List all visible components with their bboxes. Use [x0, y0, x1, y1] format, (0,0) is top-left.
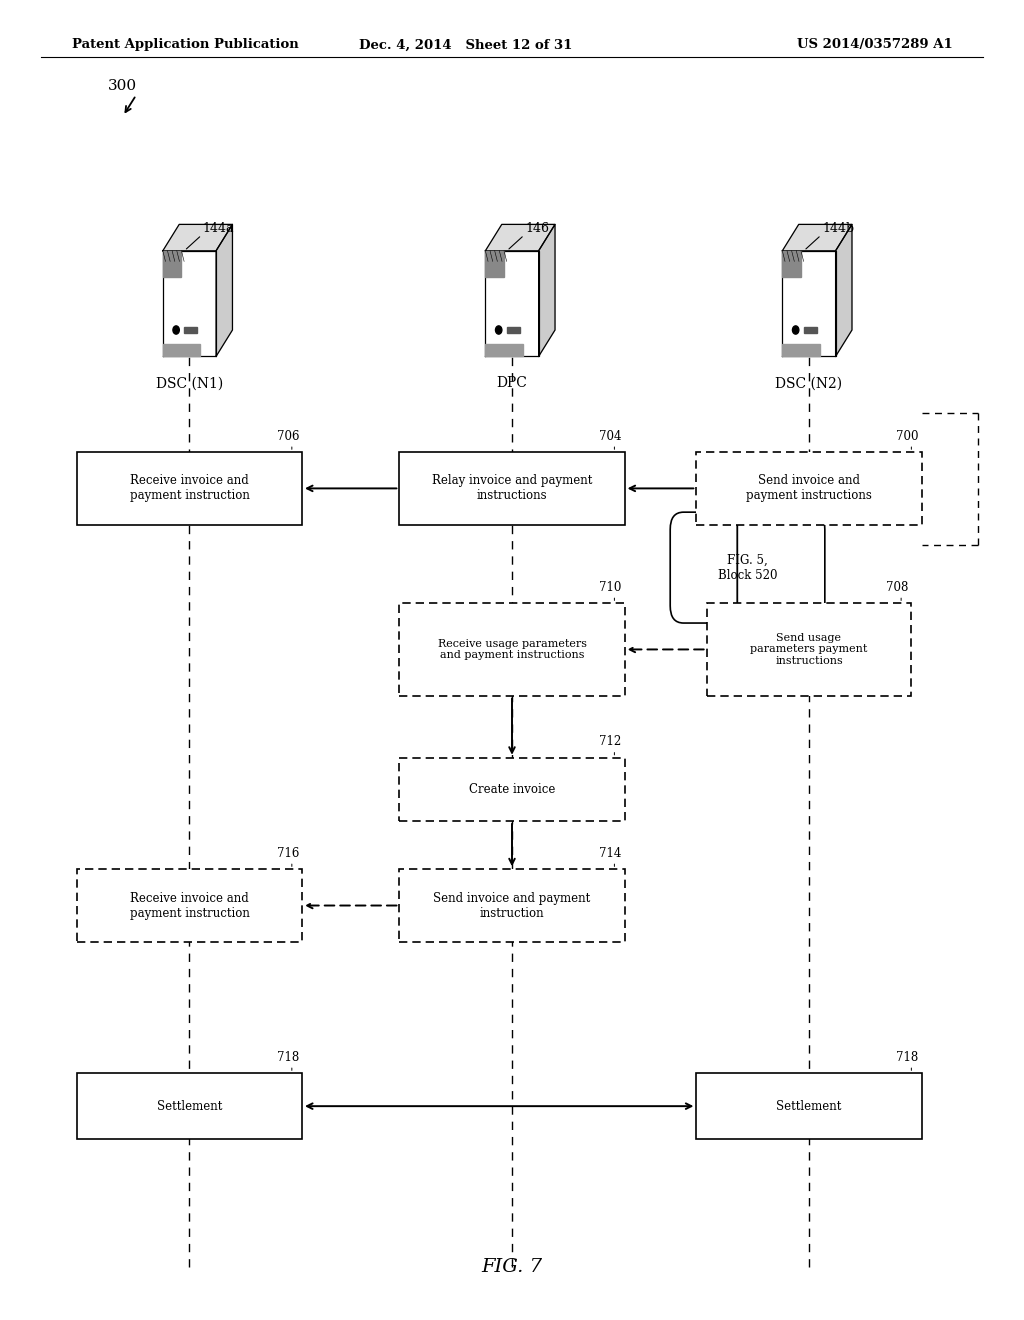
FancyBboxPatch shape [670, 512, 825, 623]
Text: Send invoice and
payment instructions: Send invoice and payment instructions [746, 474, 871, 503]
Text: 704: 704 [599, 430, 622, 444]
Text: Settlement: Settlement [776, 1100, 842, 1113]
Text: DSC (N1): DSC (N1) [156, 376, 223, 391]
Polygon shape [782, 343, 819, 356]
Text: Send usage
parameters payment
instructions: Send usage parameters payment instructio… [751, 632, 867, 667]
Circle shape [793, 326, 799, 334]
Bar [707, 603, 911, 696]
Polygon shape [782, 251, 801, 277]
Polygon shape [163, 251, 216, 356]
Text: 718: 718 [276, 1051, 299, 1064]
Text: Patent Application Publication: Patent Application Publication [72, 38, 298, 51]
Text: Settlement: Settlement [157, 1100, 222, 1113]
Text: 706: 706 [276, 430, 299, 444]
Text: Create invoice: Create invoice [469, 783, 555, 796]
Polygon shape [485, 224, 555, 251]
Text: 708: 708 [886, 581, 908, 594]
Polygon shape [163, 251, 181, 277]
Polygon shape [216, 224, 232, 356]
Bar [184, 327, 198, 333]
Bar [399, 451, 625, 524]
Bar [399, 603, 625, 696]
Circle shape [173, 326, 179, 334]
Polygon shape [782, 224, 852, 251]
Text: Relay invoice and payment
instructions: Relay invoice and payment instructions [432, 474, 592, 503]
Bar [77, 870, 302, 942]
Text: 700: 700 [896, 430, 919, 444]
Polygon shape [163, 224, 232, 251]
Text: Receive invoice and
payment instruction: Receive invoice and payment instruction [129, 891, 250, 920]
Text: Dec. 4, 2014   Sheet 12 of 31: Dec. 4, 2014 Sheet 12 of 31 [359, 38, 572, 51]
Polygon shape [485, 343, 522, 356]
Bar [399, 870, 625, 942]
Polygon shape [163, 343, 200, 356]
Text: FIG. 5,
Block 520: FIG. 5, Block 520 [718, 553, 777, 582]
Bar [399, 758, 625, 821]
Text: Send invoice and payment
instruction: Send invoice and payment instruction [433, 891, 591, 920]
Text: 300: 300 [108, 79, 136, 94]
Bar [696, 1073, 922, 1139]
Bar [696, 451, 922, 524]
Text: DSC (N2): DSC (N2) [775, 376, 843, 391]
Text: 714: 714 [599, 847, 622, 861]
Polygon shape [539, 224, 555, 356]
Text: 712: 712 [599, 735, 622, 748]
Bar [507, 327, 520, 333]
Polygon shape [485, 251, 504, 277]
Text: 718: 718 [896, 1051, 919, 1064]
Text: 710: 710 [599, 581, 622, 594]
Text: 144a: 144a [203, 222, 234, 235]
Text: 146: 146 [525, 222, 549, 235]
Text: FIG. 7: FIG. 7 [481, 1258, 543, 1276]
Text: 716: 716 [276, 847, 299, 861]
Bar [77, 1073, 302, 1139]
Polygon shape [836, 224, 852, 356]
Text: Receive invoice and
payment instruction: Receive invoice and payment instruction [129, 474, 250, 503]
Text: US 2014/0357289 A1: US 2014/0357289 A1 [797, 38, 952, 51]
Text: 144b: 144b [822, 222, 854, 235]
Text: Receive usage parameters
and payment instructions: Receive usage parameters and payment ins… [437, 639, 587, 660]
Polygon shape [782, 251, 836, 356]
Polygon shape [485, 251, 539, 356]
Text: DPC: DPC [497, 376, 527, 391]
Circle shape [496, 326, 502, 334]
Bar [77, 451, 302, 524]
Bar [804, 327, 817, 333]
